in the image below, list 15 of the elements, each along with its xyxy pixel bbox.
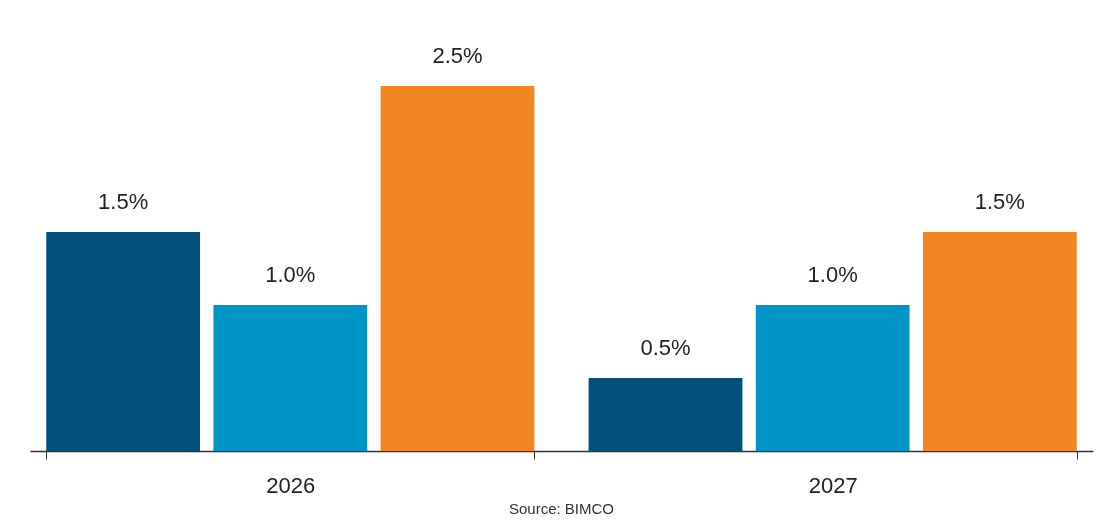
x-tick-label: 2027 xyxy=(808,472,858,498)
bar xyxy=(922,232,1077,451)
data-label: 1.5% xyxy=(98,189,149,214)
data-label: 1.0% xyxy=(265,262,316,287)
data-label: 1.5% xyxy=(974,189,1025,214)
bar xyxy=(755,305,910,451)
bar xyxy=(213,305,368,451)
data-label: 0.5% xyxy=(640,335,691,360)
x-tick-label: 2026 xyxy=(266,472,316,498)
data-label: 1.0% xyxy=(807,262,858,287)
bar xyxy=(46,232,201,451)
bar xyxy=(588,378,743,451)
data-label: 2.5% xyxy=(432,43,483,68)
source-note: Source: BIMCO xyxy=(508,500,615,517)
bar xyxy=(380,86,535,451)
